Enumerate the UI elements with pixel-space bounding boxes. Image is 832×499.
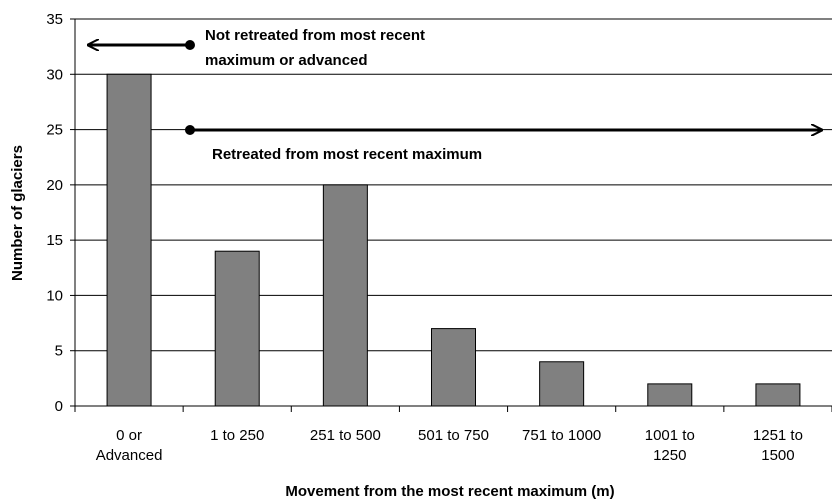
bar	[106, 73, 152, 407]
bar	[214, 250, 260, 407]
bar	[755, 383, 801, 407]
x-tick-label: 251 to 500	[310, 427, 381, 444]
gridlines	[75, 18, 832, 352]
x-tick-label: 1 to 250	[210, 427, 264, 444]
bar	[647, 383, 693, 407]
x-axis-title: Movement from the most recent maximum (m…	[285, 483, 614, 499]
x-tick-label: 501 to 750	[418, 427, 489, 444]
bar	[431, 328, 476, 407]
x-tick-label: 1001 to 1250	[645, 427, 695, 464]
x-tick-label: 1251 to 1500	[753, 427, 803, 464]
x-tick-labels: 0 or Advanced 1 to 250 251 to 500 501 to 750…	[96, 427, 803, 464]
y-tick-label: 30	[46, 66, 63, 83]
y-tick-label: 10	[46, 287, 63, 304]
y-tick-label: 35	[46, 11, 63, 28]
x-tick-label: 0 or Advanced	[96, 427, 163, 464]
y-tick-label: 15	[46, 232, 63, 249]
annotation-not-retreated: Not retreated from most recent maximum or…	[205, 27, 425, 69]
y-tick-label: 5	[55, 343, 63, 360]
right-arrow-dot	[185, 125, 195, 135]
axes	[70, 18, 832, 412]
bar	[322, 184, 368, 407]
annotations: Not retreated from most recent maximum or…	[88, 27, 822, 163]
y-tick-label: 20	[46, 177, 63, 194]
bars	[106, 73, 801, 407]
left-arrow-dot	[185, 40, 195, 50]
y-tick-label: 0	[55, 398, 63, 415]
bar	[539, 361, 585, 407]
x-tick-label: 751 to 1000	[522, 427, 601, 444]
y-axis-title: Number of glaciers	[9, 145, 26, 281]
y-tick-label: 25	[46, 122, 63, 139]
y-tick-labels: 0 5 10 15 20 25 30 35	[46, 11, 63, 415]
annotation-retreated: Retreated from most recent maximum	[212, 146, 482, 163]
